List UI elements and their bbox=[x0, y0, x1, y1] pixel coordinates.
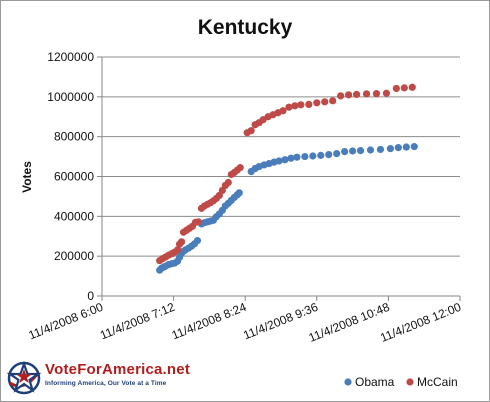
votefor-america-logo: VoteForAmerica.net Informing America, Ou… bbox=[7, 359, 190, 397]
data-point bbox=[305, 100, 313, 109]
y-tick-label: 0 bbox=[87, 289, 94, 303]
y-tick-label: 400000 bbox=[54, 209, 94, 223]
legend-label: Obama bbox=[355, 375, 395, 389]
data-point bbox=[275, 157, 283, 165]
logo-tagline: Informing America, Our Vote at a Time bbox=[45, 380, 167, 387]
data-point bbox=[394, 144, 402, 152]
data-point bbox=[376, 145, 385, 154]
data-point bbox=[402, 143, 410, 151]
data-point bbox=[349, 147, 357, 155]
data-point bbox=[366, 146, 375, 154]
data-point bbox=[356, 147, 365, 155]
data-point bbox=[317, 151, 325, 159]
data-point bbox=[313, 99, 321, 107]
legend: Obama McCain bbox=[344, 375, 458, 389]
data-point bbox=[352, 90, 361, 99]
y-tick-label: 1000000 bbox=[47, 90, 94, 104]
data-point bbox=[392, 84, 400, 93]
data-point bbox=[279, 107, 287, 115]
data-point bbox=[285, 103, 293, 111]
data-point bbox=[337, 92, 345, 100]
series-obama bbox=[156, 143, 418, 274]
x-tick-label: 11/4/2008 8:24 bbox=[170, 300, 249, 343]
data-points bbox=[156, 83, 418, 274]
logo-title: VoteForAmerica.net bbox=[45, 361, 191, 378]
data-point bbox=[281, 156, 289, 164]
data-point bbox=[173, 246, 182, 254]
data-point bbox=[193, 237, 202, 245]
legend-marker bbox=[344, 378, 352, 386]
y-tick-labels: 0 200000 400000 600000 800000 1000000 1200000 bbox=[47, 50, 94, 303]
data-point bbox=[345, 91, 353, 99]
y-tick-label: 600000 bbox=[54, 170, 94, 184]
x-tick-label: 11/4/2008 10:48 bbox=[307, 300, 392, 345]
data-point bbox=[382, 89, 391, 97]
y-axis-label: Votes bbox=[20, 161, 34, 193]
data-point bbox=[247, 127, 255, 135]
data-point bbox=[386, 145, 394, 153]
star-icon bbox=[7, 360, 42, 395]
chart-title: Kentucky bbox=[198, 16, 293, 39]
y-tick-label: 800000 bbox=[54, 130, 94, 144]
x-tick-label: 11/4/2008 6:00 bbox=[26, 300, 105, 343]
data-point bbox=[321, 98, 329, 106]
data-point bbox=[301, 152, 309, 161]
data-point bbox=[333, 149, 341, 158]
axes bbox=[101, 57, 461, 301]
data-point bbox=[287, 154, 295, 162]
data-point bbox=[400, 84, 408, 92]
data-point bbox=[235, 189, 243, 197]
data-point bbox=[329, 97, 337, 105]
data-point bbox=[309, 152, 317, 160]
y-tick-label: 1200000 bbox=[47, 50, 94, 64]
x-tick-label: 11/4/2008 7:12 bbox=[98, 300, 177, 343]
y-tick-label: 200000 bbox=[54, 249, 94, 263]
legend-label: McCain bbox=[417, 375, 458, 389]
data-point bbox=[177, 238, 186, 246]
data-point bbox=[291, 102, 299, 110]
data-point bbox=[372, 90, 381, 98]
data-point bbox=[293, 153, 301, 161]
data-point bbox=[236, 163, 244, 172]
data-point bbox=[194, 218, 203, 226]
x-tick-label: 11/4/2008 12:00 bbox=[378, 300, 463, 345]
gridlines bbox=[97, 56, 460, 297]
data-point bbox=[362, 90, 371, 98]
data-point bbox=[408, 83, 416, 91]
data-point bbox=[224, 178, 232, 187]
data-point bbox=[325, 150, 333, 159]
legend-marker bbox=[406, 378, 414, 386]
data-point bbox=[297, 101, 305, 109]
series-mccain bbox=[156, 83, 416, 265]
data-point bbox=[341, 148, 349, 156]
data-point bbox=[410, 143, 418, 151]
